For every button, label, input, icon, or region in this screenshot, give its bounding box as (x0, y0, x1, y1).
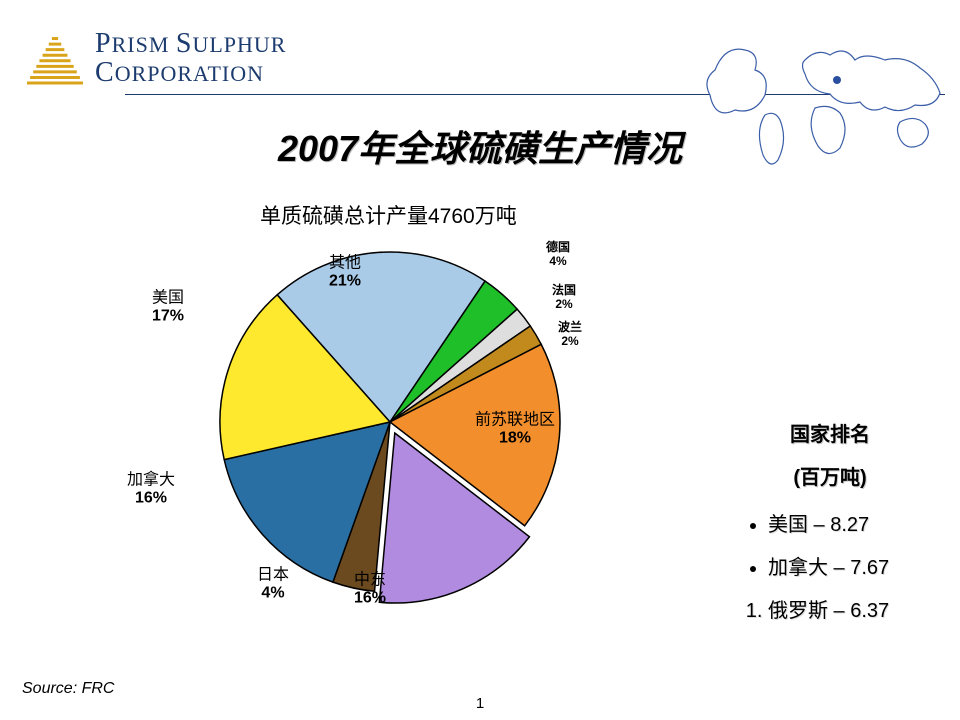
pie-slice-label: 其他21% (329, 255, 361, 292)
company-logo: PRISM SULPHUR CORPORATION (25, 28, 286, 88)
slice-percent: 16% (127, 490, 175, 508)
slice-percent: 18% (475, 430, 555, 448)
slice-name: 中东 (354, 572, 386, 590)
logo-char: ULPHUR (192, 32, 286, 57)
ranking-numbered-list: 俄罗斯 – 6.37 (740, 594, 920, 623)
slice-percent: 2% (558, 335, 582, 349)
pie-slice-label: 前苏联地区18% (475, 412, 555, 449)
logo-char: C (95, 57, 115, 88)
slide-title: 2007年全球硫磺生产情况 (0, 120, 960, 172)
slice-name: 波兰 (558, 321, 582, 335)
slice-name: 前苏联地区 (475, 412, 555, 430)
pie-slice-label: 加拿大16% (127, 472, 175, 509)
pie-slice-label: 日本4% (257, 567, 289, 604)
pie-slice-label: 中东16% (354, 572, 386, 609)
ranking-bullet-item: 美国 – 8.27 (768, 508, 920, 537)
slice-name: 其他 (329, 255, 361, 273)
slice-percent: 17% (152, 308, 184, 326)
slide-subtitle: 单质硫磺总计产量4760万吨 (260, 200, 517, 230)
slice-name: 德国 (546, 241, 570, 255)
page-number: 1 (0, 695, 960, 712)
logo-char: S (176, 28, 193, 59)
ranking-block: 国家排名 (百万吨) 美国 – 8.27 加拿大 – 7.67 俄罗斯 – 6.3… (740, 418, 920, 637)
pie-slice-label: 美国17% (152, 290, 184, 327)
slice-percent: 4% (257, 585, 289, 603)
ranking-subtitle: (百万吨) (740, 461, 920, 490)
logo-char: ORPORATION (115, 61, 264, 86)
logo-line1: PRISM SULPHUR (95, 29, 286, 58)
slice-percent: 2% (552, 298, 576, 312)
slice-name: 美国 (152, 290, 184, 308)
slice-name: 加拿大 (127, 472, 175, 490)
pie-slice-label: 法国2% (552, 284, 576, 312)
logo-triangle-icon (25, 28, 85, 88)
ranking-numbered-item: 俄罗斯 – 6.37 (768, 594, 920, 623)
logo-char: RISM (112, 32, 176, 57)
logo-text: PRISM SULPHUR CORPORATION (95, 29, 286, 88)
logo-char: P (95, 28, 112, 59)
slice-name: 法国 (552, 284, 576, 298)
slide-root: PRISM SULPHUR CORPORATION 2007年全球硫磺生产情况 … (0, 0, 960, 720)
slice-name: 日本 (257, 567, 289, 585)
ranking-bullet-item: 加拿大 – 7.67 (768, 551, 920, 580)
slice-percent: 16% (354, 590, 386, 608)
pie-slice-label: 德国4% (546, 241, 570, 269)
ranking-bullet-list: 美国 – 8.27 加拿大 – 7.67 (740, 508, 920, 580)
pie-slice-label: 波兰2% (558, 321, 582, 349)
ranking-title: 国家排名 (740, 418, 920, 447)
slice-percent: 4% (546, 255, 570, 269)
logo-line2: CORPORATION (95, 58, 286, 87)
slice-percent: 21% (329, 273, 361, 291)
